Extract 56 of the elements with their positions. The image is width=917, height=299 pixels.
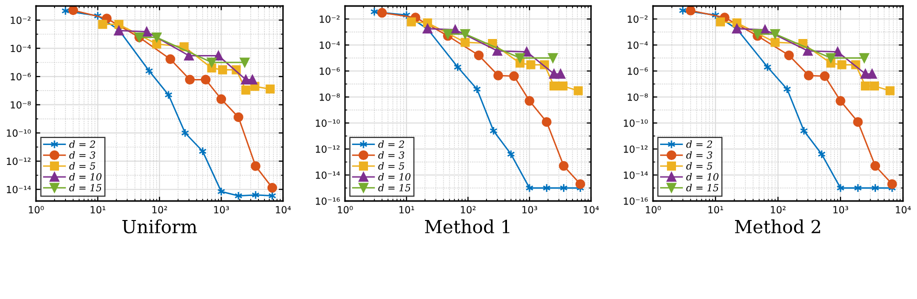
y-tick-label: 10⁻¹⁴ [316,171,340,179]
y-tick-label: 10⁻⁸ [10,101,31,109]
legend-label: d = 15 [378,184,410,192]
x-tick-label: 10¹ [90,206,106,214]
x-tick-label: 10⁰ [28,206,44,214]
y-tick-label: 10⁻¹⁰ [316,119,340,127]
x-tick-label: 10¹ [399,206,414,214]
legend-label: d = 2 [378,140,404,148]
x-tick-label: 10⁰ [338,206,353,214]
y-tick-label: 10⁻¹⁴ [6,186,31,194]
y-tick-label: 10⁻¹⁴ [624,171,648,179]
y-tick-label: 10⁻⁴ [10,44,31,52]
y-tick-label: 10⁻⁴ [320,41,340,49]
y-tick-label: 10⁻¹² [624,145,648,153]
x-tick-label: 10³ [833,206,848,214]
legend-label: d = 5 [686,162,712,170]
legend-label: d = 2 [69,140,96,148]
y-tick-label: 10⁻² [320,15,340,23]
y-tick-label: 10⁻⁴ [628,41,648,49]
legend-label: d = 5 [69,162,96,170]
x-tick-label: 10⁴ [896,206,911,214]
legend-label: d = 10 [378,172,410,180]
x-axis-title: Method 2 [735,219,820,234]
x-tick-label: 10² [152,206,168,214]
x-tick-label: 10³ [522,206,538,214]
legend-label: d = 15 [686,184,718,192]
y-tick-label: 10⁻¹² [6,158,31,165]
y-tick-label: 10⁻¹⁰ [624,119,648,127]
y-tick-label: 10⁻⁶ [628,67,648,75]
legend-label: d = 3 [378,151,404,159]
x-tick-label: 10² [460,206,476,214]
legend-label: d = 3 [69,151,96,159]
x-tick-label: 10³ [214,206,229,214]
x-tick-label: 10² [770,206,786,214]
x-tick-label: 10⁴ [276,206,291,214]
legend-label: d = 10 [686,172,718,180]
legend-label: d = 5 [378,162,404,170]
x-tick-label: 10⁰ [646,206,661,214]
legend-label: d = 10 [69,172,102,180]
y-tick-label: 10⁻² [628,15,648,23]
y-tick-label: 10⁻¹⁶ [316,197,340,205]
y-tick-label: 10⁻⁶ [10,73,31,80]
legend-label: d = 2 [686,140,712,148]
y-tick-label: 10⁻¹⁶ [624,197,648,205]
legend-label: d = 3 [686,151,712,159]
legend-label: d = 15 [69,184,102,192]
y-tick-label: 10⁻⁶ [320,67,340,75]
x-axis-title: Method 1 [425,219,510,234]
x-tick-label: 10⁴ [584,206,599,214]
x-axis-title: Uniform [122,219,197,234]
x-tick-label: 10¹ [708,206,724,214]
y-tick-label: 10⁻² [10,16,31,24]
y-tick-label: 10⁻⁸ [628,93,648,101]
y-tick-label: 10⁻⁸ [320,93,340,101]
y-tick-label: 10⁻¹⁰ [6,129,31,137]
y-tick-label: 10⁻¹² [316,145,340,153]
